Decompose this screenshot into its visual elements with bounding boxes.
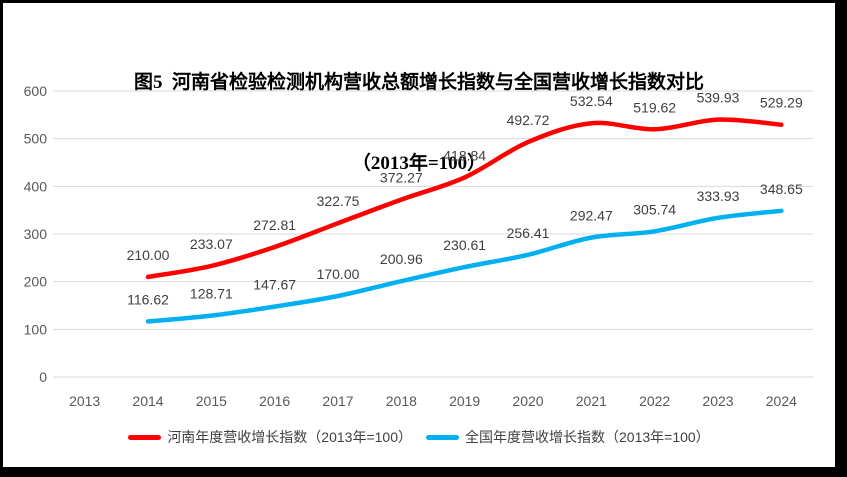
x-tick-label: 2013 [69, 393, 100, 409]
x-tick-label: 2021 [576, 393, 607, 409]
data-label: 529.29 [760, 95, 803, 111]
data-label: 200.96 [380, 251, 423, 267]
x-tick-label: 2015 [196, 393, 227, 409]
data-label: 256.41 [507, 225, 550, 241]
y-tick-label: 600 [24, 83, 48, 99]
chart-title-line1: 图5 河南省检验检测机构营收总额增长指数与全国营收增长指数对比 [133, 72, 704, 93]
x-tick-label: 2019 [449, 393, 480, 409]
data-label: 170.00 [317, 266, 360, 282]
data-label: 147.67 [253, 277, 296, 293]
legend-label-national: 全国年度营收增长指数（2013年=100） [465, 429, 710, 445]
legend-item-national: 全国年度营收增长指数（2013年=100） [426, 427, 710, 447]
x-tick-label: 2016 [259, 393, 290, 409]
data-labels-henan: 210.00 233.07 272.81 322.75 372.27 418.84 492.… [127, 90, 803, 263]
gridlines [53, 90, 813, 378]
y-axis-tick-labels: 0 100 200 300 400 500 600 [24, 83, 48, 385]
y-tick-label: 300 [24, 226, 48, 242]
y-tick-label: 200 [24, 274, 48, 290]
y-tick-label: 400 [24, 178, 48, 194]
chart-title-line2: （2013年=100） [351, 153, 487, 174]
y-tick-label: 500 [24, 131, 48, 147]
data-label: 348.65 [760, 181, 803, 197]
x-tick-label: 2022 [639, 393, 670, 409]
x-tick-label: 2020 [512, 393, 543, 409]
data-label: 230.61 [443, 237, 486, 253]
chart-title: 图5 河南省检验检测机构营收总额增长指数与全国营收增长指数对比 （2013年=1… [3, 15, 835, 231]
data-label: 492.72 [507, 112, 550, 128]
chart-legend: 河南年度营收增长指数（2013年=100） 全国年度营收增长指数（2013年=10… [3, 426, 835, 448]
series-line-national [145, 208, 784, 324]
data-label: 539.93 [697, 90, 740, 106]
y-tick-label: 0 [39, 369, 47, 385]
data-label: 233.07 [190, 236, 233, 252]
data-label: 322.75 [317, 193, 360, 209]
series-line-henan [145, 117, 784, 280]
chart-canvas: 图5 河南省检验检测机构营收总额增长指数与全国营收增长指数对比 （2013年=1… [3, 3, 835, 467]
x-tick-label: 2024 [766, 393, 797, 409]
data-label: 532.54 [570, 93, 613, 109]
legend-item-henan: 河南年度营收增长指数（2013年=100） [128, 427, 412, 447]
x-axis-tick-labels: 2013 2014 2015 2016 2017 2018 2019 2020 2021 2022… [69, 393, 797, 409]
data-labels-national: 116.62 128.71 147.67 170.00 200.96 230.61 256.… [127, 181, 803, 308]
data-label: 305.74 [633, 201, 676, 217]
x-tick-label: 2018 [386, 393, 417, 409]
data-label: 372.27 [380, 170, 423, 186]
legend-swatch-henan [128, 434, 162, 440]
y-tick-label: 100 [24, 321, 48, 337]
data-label: 292.47 [570, 208, 613, 224]
legend-swatch-national [426, 434, 459, 440]
legend-label-henan: 河南年度营收增长指数（2013年=100） [167, 429, 412, 445]
data-label: 128.71 [190, 286, 233, 302]
data-label: 210.00 [127, 247, 170, 263]
data-label: 418.84 [443, 147, 486, 163]
data-label: 519.62 [633, 99, 676, 115]
x-tick-label: 2017 [322, 393, 353, 409]
data-label: 272.81 [253, 217, 296, 233]
x-tick-label: 2014 [132, 393, 163, 409]
data-label: 116.62 [127, 291, 169, 307]
x-tick-label: 2023 [702, 393, 733, 409]
data-label: 333.93 [697, 188, 740, 204]
